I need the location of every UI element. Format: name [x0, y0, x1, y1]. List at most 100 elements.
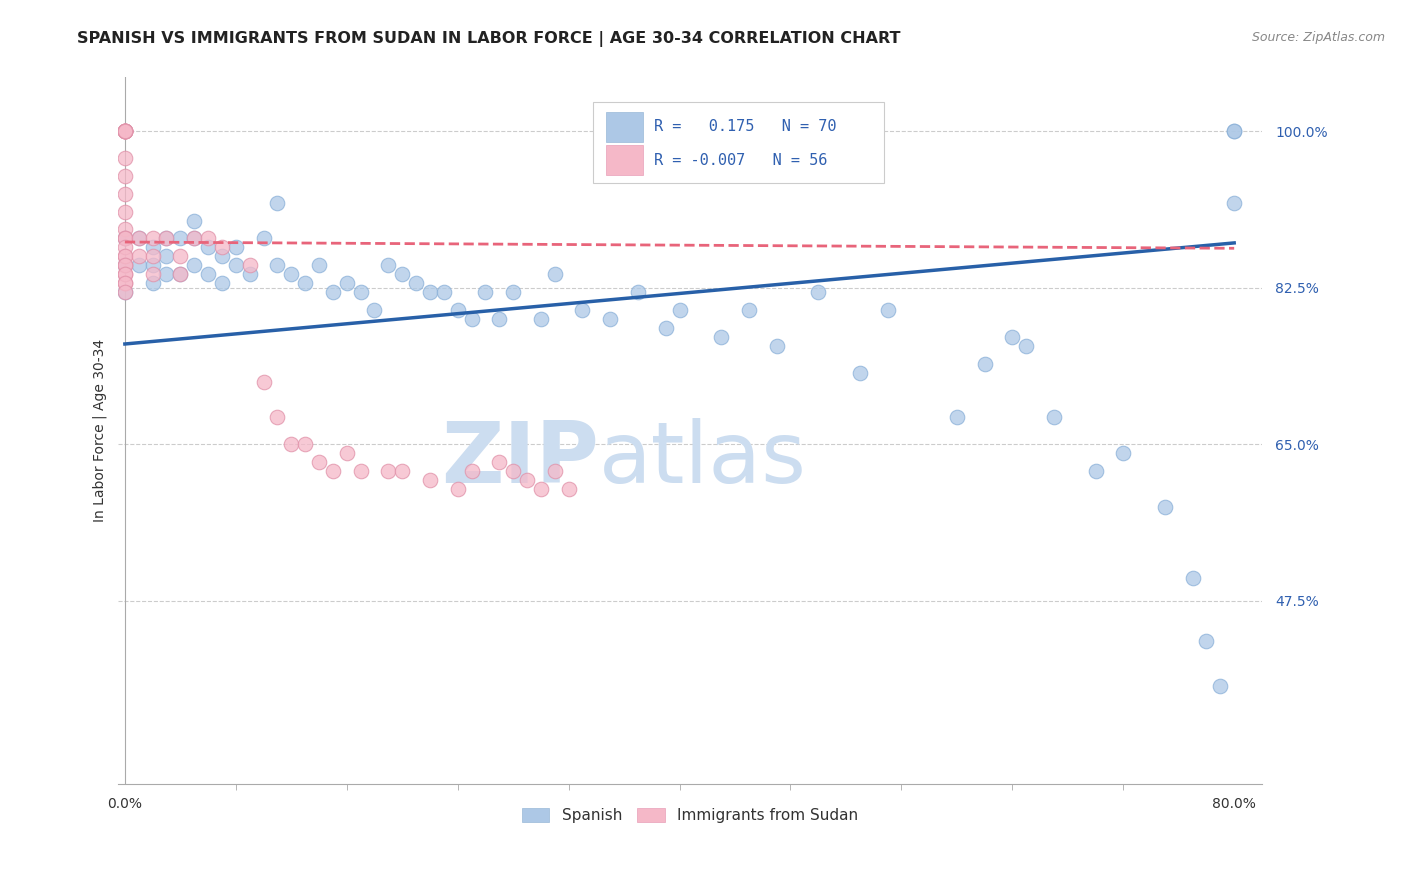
Text: R =   0.175   N = 70: R = 0.175 N = 70 [654, 120, 837, 135]
Point [114, 231, 136, 245]
Point [169, 249, 191, 263]
Point [114, 124, 136, 138]
Point [114, 231, 136, 245]
Point [114, 249, 136, 263]
Point [460, 464, 482, 478]
Point [807, 285, 830, 299]
Point [114, 124, 136, 138]
Point [114, 124, 136, 138]
Point [211, 240, 233, 254]
Point [654, 321, 676, 335]
Point [114, 169, 136, 183]
Point [114, 258, 136, 272]
Point [114, 186, 136, 201]
Point [183, 231, 205, 245]
Point [502, 464, 524, 478]
Point [155, 231, 177, 245]
Point [876, 303, 898, 318]
Point [349, 285, 371, 299]
Point [322, 285, 344, 299]
Point [336, 276, 359, 290]
Point [114, 124, 136, 138]
Point [142, 231, 165, 245]
Point [405, 276, 427, 290]
Point [391, 267, 413, 281]
Point [142, 249, 165, 263]
Point [530, 312, 553, 326]
Point [211, 276, 233, 290]
Point [849, 366, 872, 380]
Point [128, 231, 150, 245]
Point [1223, 195, 1246, 210]
Point [114, 249, 136, 263]
Point [1112, 446, 1135, 460]
Point [114, 285, 136, 299]
Point [419, 473, 441, 487]
Point [142, 258, 165, 272]
Point [155, 249, 177, 263]
Point [128, 249, 150, 263]
Point [114, 124, 136, 138]
Point [738, 303, 761, 318]
Point [114, 151, 136, 165]
Point [142, 240, 165, 254]
Point [197, 231, 219, 245]
Point [363, 303, 385, 318]
Point [349, 464, 371, 478]
Point [197, 240, 219, 254]
Point [114, 240, 136, 254]
Point [488, 312, 510, 326]
Point [294, 437, 316, 451]
Point [377, 464, 399, 478]
Point [502, 285, 524, 299]
Point [114, 267, 136, 281]
Point [266, 410, 288, 425]
Point [183, 258, 205, 272]
Point [1181, 571, 1204, 585]
Point [294, 276, 316, 290]
Point [599, 312, 621, 326]
Point [114, 267, 136, 281]
Text: Source: ZipAtlas.com: Source: ZipAtlas.com [1251, 31, 1385, 45]
Point [668, 303, 690, 318]
Point [488, 455, 510, 469]
Point [114, 124, 136, 138]
Point [419, 285, 441, 299]
Point [308, 258, 330, 272]
Point [571, 303, 593, 318]
Point [183, 231, 205, 245]
FancyBboxPatch shape [606, 112, 643, 142]
Point [377, 258, 399, 272]
Point [225, 240, 247, 254]
Text: atlas: atlas [599, 417, 807, 500]
Y-axis label: In Labor Force | Age 30-34: In Labor Force | Age 30-34 [93, 339, 107, 523]
Point [557, 482, 579, 496]
Point [114, 285, 136, 299]
Point [544, 464, 567, 478]
Text: ZIP: ZIP [440, 417, 599, 500]
Point [114, 204, 136, 219]
Point [280, 437, 302, 451]
Point [169, 267, 191, 281]
Point [710, 330, 733, 344]
Point [114, 276, 136, 290]
Point [308, 455, 330, 469]
Point [142, 267, 165, 281]
Point [336, 446, 359, 460]
Point [765, 339, 787, 353]
Point [239, 258, 262, 272]
Point [627, 285, 650, 299]
Point [1195, 634, 1218, 648]
Point [239, 267, 262, 281]
Point [946, 410, 969, 425]
Point [128, 231, 150, 245]
FancyBboxPatch shape [593, 103, 884, 184]
Point [266, 195, 288, 210]
Point [114, 231, 136, 245]
Point [114, 124, 136, 138]
Point [447, 482, 470, 496]
Point [460, 312, 482, 326]
Text: R = -0.007   N = 56: R = -0.007 N = 56 [654, 153, 828, 168]
Point [530, 482, 553, 496]
Point [447, 303, 470, 318]
